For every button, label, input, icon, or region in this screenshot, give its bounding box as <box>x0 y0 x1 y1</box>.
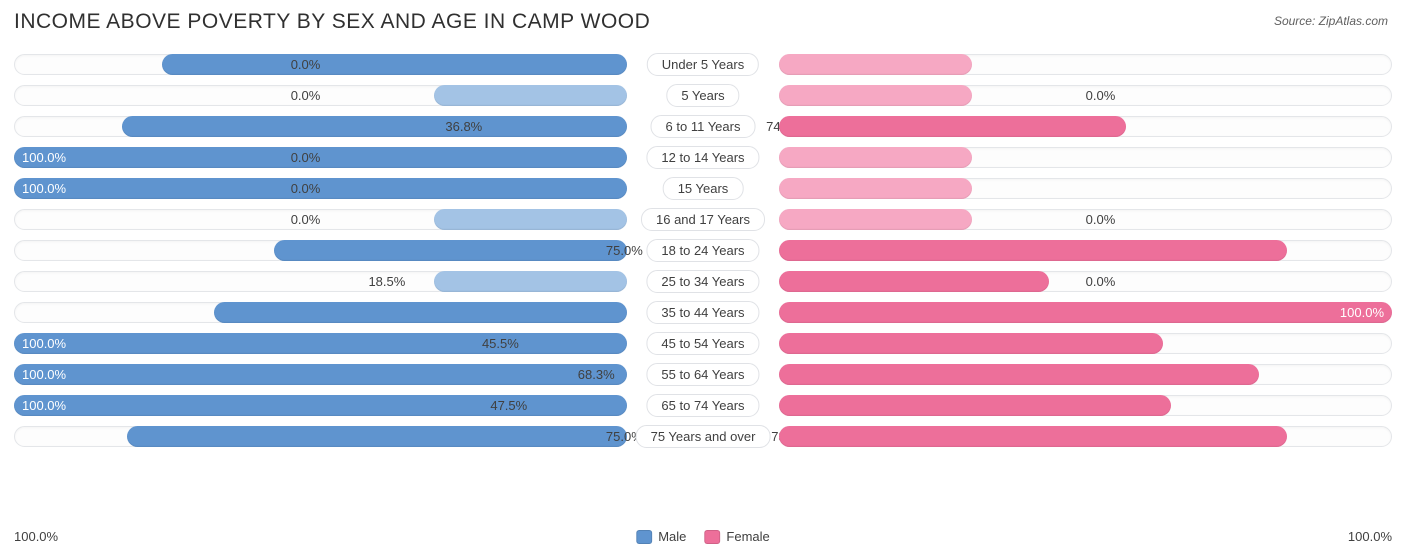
chart-row: 0.0% 0.0% 5 Years <box>14 83 1392 108</box>
female-bar <box>779 178 972 199</box>
male-value-label: 0.0% <box>1086 207 1116 232</box>
male-value-label: 0.0% <box>1086 83 1116 108</box>
chart-row: 100.0% 0.0% 15 Years <box>14 176 1392 201</box>
male-bar <box>274 240 627 261</box>
legend-female: Female <box>704 529 769 544</box>
male-bar <box>14 364 627 385</box>
chart-title: INCOME ABOVE POVERTY BY SEX AND AGE IN C… <box>14 10 650 34</box>
male-bar <box>127 426 627 447</box>
male-bar <box>14 333 627 354</box>
female-value-label: 0.0% <box>291 83 321 108</box>
chart-row: 73.1%75.0%75 Years and over <box>14 424 1392 449</box>
chart-row: 100.0% 0.0% 12 to 14 Years <box>14 145 1392 170</box>
female-swatch-icon <box>704 530 720 544</box>
legend-female-label: Female <box>726 529 769 544</box>
age-label: 16 and 17 Years <box>641 208 765 231</box>
age-label: 18 to 24 Years <box>646 239 759 262</box>
female-bar <box>779 271 1050 292</box>
female-bar <box>779 333 1163 354</box>
age-label: 35 to 44 Years <box>646 301 759 324</box>
female-value-label: 45.5% <box>482 331 519 356</box>
female-value-label: 0.0% <box>291 145 321 170</box>
female-bar <box>779 395 1172 416</box>
male-bar <box>434 209 627 230</box>
chart-row: 100.0% 45.5% 45 to 54 Years <box>14 331 1392 356</box>
male-value-label: 100.0% <box>22 362 66 387</box>
female-bar <box>779 85 972 106</box>
legend-male-label: Male <box>658 529 686 544</box>
age-label: 45 to 54 Years <box>646 332 759 355</box>
chart-row: 0.0% 18.5% 25 to 34 Years <box>14 269 1392 294</box>
female-value-label: 75.0% <box>606 238 643 263</box>
legend-male: Male <box>636 529 686 544</box>
chart-row: 38.1%75.0%18 to 24 Years <box>14 238 1392 263</box>
age-label: 12 to 14 Years <box>646 146 759 169</box>
chart-row: 100.0% 68.3% 55 to 64 Years <box>14 362 1392 387</box>
chart-row: 74.3%36.8%6 to 11 Years <box>14 114 1392 139</box>
female-value-label: 47.5% <box>490 393 527 418</box>
male-bar <box>14 147 627 168</box>
footer: 100.0% Male Female 100.0% <box>14 529 1392 544</box>
chart-row: 52.4%100.0%35 to 44 Years <box>14 300 1392 325</box>
female-bar <box>779 147 972 168</box>
age-label: 75 Years and over <box>636 425 771 448</box>
age-label: 6 to 11 Years <box>651 115 756 138</box>
male-value-label: 100.0% <box>22 331 66 356</box>
male-value-label: 0.0% <box>1086 269 1116 294</box>
male-swatch-icon <box>636 530 652 544</box>
male-bar <box>122 116 627 137</box>
female-bar <box>779 209 972 230</box>
chart-area: 64.9%0.0%Under 5 Years0.0%0.0%5 Years74.… <box>14 52 1392 449</box>
male-bar <box>14 395 627 416</box>
female-value-label: 68.3% <box>578 362 615 387</box>
age-label: 55 to 64 Years <box>646 363 759 386</box>
source-label: Source: ZipAtlas.com <box>1274 14 1388 28</box>
chart-row: 100.0% 47.5% 65 to 74 Years <box>14 393 1392 418</box>
male-value-label: 100.0% <box>22 176 66 201</box>
male-bar <box>214 302 627 323</box>
female-value-label: 0.0% <box>291 207 321 232</box>
male-bar <box>14 178 627 199</box>
female-value-label: 36.8% <box>445 114 482 139</box>
age-label: 25 to 34 Years <box>646 270 759 293</box>
female-bar <box>779 116 1127 137</box>
female-value-label: 100.0% <box>1340 300 1384 325</box>
male-value-label: 100.0% <box>22 145 66 170</box>
header: INCOME ABOVE POVERTY BY SEX AND AGE IN C… <box>14 10 1392 34</box>
chart-container: INCOME ABOVE POVERTY BY SEX AND AGE IN C… <box>0 0 1406 558</box>
legend: Male Female <box>636 529 770 544</box>
female-bar <box>779 426 1287 447</box>
female-value-label: 0.0% <box>291 52 321 77</box>
axis-left-label: 100.0% <box>14 529 58 544</box>
male-bar <box>434 85 627 106</box>
chart-row: 0.0% 0.0% 16 and 17 Years <box>14 207 1392 232</box>
male-value-label: 100.0% <box>22 393 66 418</box>
female-bar <box>779 364 1259 385</box>
male-bar <box>162 54 628 75</box>
female-bar <box>779 240 1287 261</box>
male-bar <box>434 271 627 292</box>
female-value-label: 0.0% <box>291 176 321 201</box>
axis-right-label: 100.0% <box>1348 529 1392 544</box>
age-label: 5 Years <box>666 84 739 107</box>
female-value-label: 18.5% <box>368 269 405 294</box>
female-bar <box>779 54 972 75</box>
female-bar <box>779 302 1392 323</box>
chart-row: 64.9%0.0%Under 5 Years <box>14 52 1392 77</box>
age-label: Under 5 Years <box>647 53 759 76</box>
age-label: 65 to 74 Years <box>646 394 759 417</box>
age-label: 15 Years <box>663 177 744 200</box>
